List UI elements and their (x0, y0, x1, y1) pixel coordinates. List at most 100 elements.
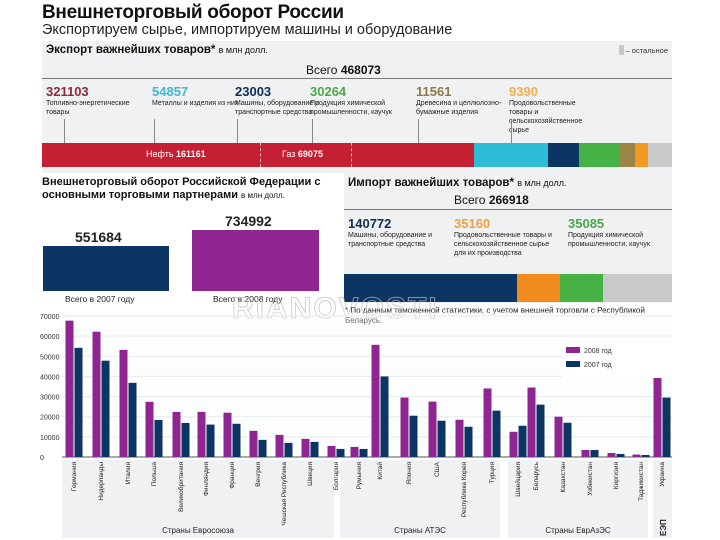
legend-other: – остальное (618, 45, 668, 55)
bar-2007 (258, 439, 267, 457)
bar-2007 (437, 420, 446, 457)
export-category-label: Машины, оборудование и транспортные сред… (235, 100, 320, 116)
export-panel: Экспорт важнейших товаров* в млн долл. –… (42, 41, 672, 173)
import-category-value: 35085 (568, 216, 605, 231)
bar-2008 (554, 416, 563, 457)
export-category: 9390 Продовольственные товары и сельскохо… (509, 85, 597, 135)
y-tick-label: 10000 (40, 435, 60, 442)
bar-2007 (536, 404, 545, 457)
import-total-label: Всего (454, 193, 486, 207)
export-segment-food (635, 143, 648, 167)
export-segment-wood (619, 143, 636, 167)
import-segment-chemicals (560, 274, 604, 302)
y-tick-label: 70000 (40, 314, 60, 321)
import-total: Всего 266918 (454, 193, 529, 207)
gas-label-text: Газ (282, 149, 296, 159)
bar-2008 (249, 430, 258, 457)
import-heading-text: Импорт важнейших товаров* (348, 177, 514, 189)
bar-2007 (492, 410, 501, 457)
export-leader-line (237, 119, 238, 143)
import-category-label: Машины, оборудование и транспортные сред… (348, 232, 433, 248)
export-total-label: Всего (306, 63, 338, 77)
export-total-value: 468073 (340, 63, 381, 77)
export-axis-line (42, 78, 672, 79)
x-tick-label: США (434, 461, 441, 477)
bar-2007 (409, 415, 418, 457)
x-tick-label: Германия (71, 462, 78, 492)
export-segment-metals (474, 143, 548, 167)
group-panel (508, 460, 648, 538)
legend-label: 2007 год (584, 362, 612, 369)
export-leader-line (312, 119, 313, 143)
x-tick-label: Венгрия (255, 462, 262, 487)
bar-2008 (455, 419, 464, 457)
oil-label: Нефть 161161 (146, 149, 206, 159)
export-category: 321103 Топливно-энергетические товары (46, 85, 134, 117)
bar-2008 (527, 387, 536, 457)
partners-title-text: Внешнеторговый оборот Российской Федерац… (42, 176, 321, 201)
y-tick-label: 20000 (40, 415, 60, 422)
x-tick-label: Швеция (307, 462, 314, 486)
bar-2008 (371, 344, 380, 457)
bar-2007 (336, 448, 345, 457)
group-label: Страны Евросоюза (162, 526, 234, 535)
bar-2007 (232, 423, 241, 457)
total-2008-bar (192, 230, 319, 291)
import-axis-line (344, 209, 672, 210)
footnote: * По данным таможенной статистики, с уче… (345, 306, 645, 325)
import-category-label: Продовольственные товары и сельскохозяйс… (454, 232, 552, 257)
bar-2008 (301, 438, 310, 457)
import-unit: в млн долл. (517, 178, 567, 188)
x-tick-label: Беларусь (533, 461, 540, 490)
export-category-label: Металлы и изделия из них (152, 100, 239, 107)
watermark: RIANOVOSTI (232, 292, 439, 326)
y-tick-label: 0 (40, 455, 44, 462)
y-tick-label: 40000 (40, 374, 60, 381)
total-2007-label: Всего в 2007 году (65, 294, 135, 304)
x-tick-label: Польша (151, 462, 158, 487)
country-bar-chart: 0 10000 20000 30000 40000 50000 60000 70000 Герм… (40, 312, 672, 538)
export-category: 11561 Древесина и целлюлозно-бумажные изд… (416, 85, 504, 117)
export-category-value: 9390 (509, 84, 538, 99)
bar-2007 (518, 425, 527, 457)
x-tick-label: Финляндия (203, 462, 210, 496)
legend-other-label: – остальное (625, 45, 668, 55)
page-title: Внешнеторговый оборот России (42, 2, 344, 23)
total-2007-value: 551684 (75, 229, 122, 245)
bar-2008 (581, 449, 590, 457)
bar-2007 (284, 442, 293, 457)
import-total-value: 266918 (488, 193, 529, 207)
y-tick-label: 30000 (40, 395, 60, 402)
x-tick-label: Узбекистан (586, 462, 594, 496)
total-2008-value: 734992 (225, 213, 272, 229)
total-2007-bar (43, 246, 169, 291)
bar-2008 (607, 452, 616, 457)
import-heading: Импорт важнейших товаров* в млн долл. (348, 177, 566, 189)
x-tick-label: Турция (489, 462, 496, 484)
bar-2007 (310, 441, 319, 457)
export-category-label: Древесина и целлюлозно-бумажные изделия (416, 100, 502, 116)
export-heading-text: Экспорт важнейших товаров* (46, 44, 216, 56)
export-category: 23003 Машины, оборудование и транспортные… (235, 85, 323, 117)
export-category-value: 30264 (310, 84, 347, 99)
bar-2008 (223, 412, 232, 457)
export-bar (42, 143, 672, 167)
gas-label: Газ 69075 (282, 149, 323, 159)
bar-2007 (590, 449, 599, 457)
bar-2007 (464, 426, 473, 457)
total-2008-label: Всего в 2008 году (213, 294, 283, 304)
partners-title: Внешнеторговый оборот Российской Федерац… (42, 176, 322, 202)
import-bar (344, 274, 672, 302)
x-tick-label: Чешская Республика (280, 462, 288, 526)
export-heading: Экспорт важнейших товаров* в млн долл. (46, 44, 268, 56)
export-category-value: 54857 (152, 84, 189, 99)
bar-2007 (380, 376, 389, 457)
export-category-label: Продукция химической промышленности, кау… (310, 100, 392, 116)
export-category-label: Топливно-энергетические товары (46, 100, 130, 116)
x-tick-label: Китай (376, 462, 384, 480)
group-label: Страны ЕврАзЭС (545, 526, 611, 535)
oil-gas-divider (260, 143, 261, 167)
x-tick-label: Япония (406, 462, 413, 485)
group-panel (62, 460, 334, 538)
export-category-value: 321103 (46, 84, 89, 99)
